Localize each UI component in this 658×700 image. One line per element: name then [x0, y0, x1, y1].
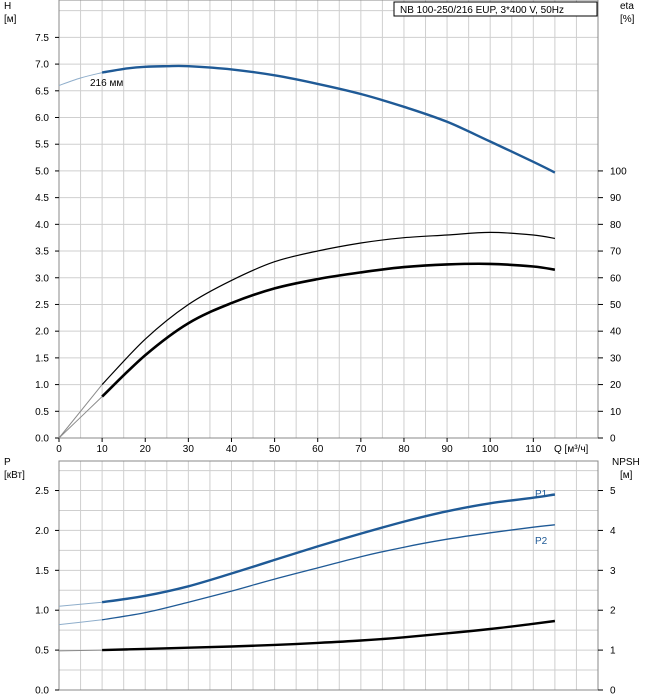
tick-label-p: 1.0 — [35, 606, 49, 617]
tick-label-eta: 40 — [610, 327, 622, 338]
tick-label-h: 7.5 — [35, 33, 49, 44]
tick-label-q: 20 — [140, 444, 152, 455]
header-box-frame — [393, 1, 598, 17]
tick-label-q: 90 — [442, 444, 454, 455]
top-right-axis-name: eta — [620, 1, 634, 12]
tick-label-h: 0.0 — [35, 434, 49, 445]
curve-eta-total — [101, 262, 556, 398]
tick-label-h: 4.5 — [35, 193, 49, 204]
tick-label-h: 5.5 — [35, 140, 49, 151]
tick-label-eta: 60 — [610, 273, 622, 284]
series-label-p2: P2 — [535, 536, 548, 547]
tick-label-npsh: 1 — [610, 646, 616, 657]
curve-eta-pump-low-flow — [58, 384, 103, 439]
tick-label-h: 5.0 — [35, 166, 49, 177]
bottom-panel-grid — [58, 460, 599, 691]
bottom-right-axis-name: NPSH — [612, 457, 640, 468]
bottom-left-axis-unit: [кВт] — [4, 470, 25, 481]
tick-label-p: 0.0 — [35, 686, 49, 697]
curve-eta-total-low-flow — [58, 396, 103, 439]
tick-label-npsh: 4 — [610, 526, 616, 537]
curve-npsh-low-flow — [58, 649, 103, 652]
tick-label-h: 1.5 — [35, 353, 49, 364]
series-label-p1: P1 — [535, 489, 548, 500]
tick-label-h: 6.5 — [35, 86, 49, 97]
tick-label-eta: 20 — [610, 380, 622, 391]
bottom-right-axis-unit: [м] — [620, 470, 633, 481]
top-left-axis-name: H — [4, 1, 11, 12]
tick-label-eta: 90 — [610, 193, 622, 204]
curve-label-216: 216 мм — [90, 78, 123, 89]
axis-tick-labels: 0.0 0.5 1.0 1.5 2.0 2.5 3.0 3.5 4.0 4.5 5.0 5.5 6.0 6… — [35, 33, 627, 697]
tick-label-h: 6.0 — [35, 113, 49, 124]
tick-label-npsh: 5 — [610, 486, 616, 497]
tick-label-h: 7.0 — [35, 60, 49, 71]
tick-label-h: 2.0 — [35, 327, 49, 338]
curve-npsh — [102, 619, 556, 652]
top-right-axis-unit: [%] — [620, 14, 635, 25]
x-axis-label: Q [м³/ч] — [554, 444, 589, 455]
tick-label-q: 70 — [355, 444, 367, 455]
top-left-axis-unit: [м] — [4, 14, 17, 25]
curve-p1-low-flow — [58, 601, 103, 607]
tick-label-h: 3.0 — [35, 273, 49, 284]
data-curves — [58, 64, 556, 652]
tick-label-q: 100 — [482, 444, 499, 455]
tick-label-q: 60 — [312, 444, 324, 455]
tick-label-eta: 50 — [610, 300, 622, 311]
tick-label-eta: 0 — [610, 434, 616, 445]
tick-label-h: 0.5 — [35, 407, 49, 418]
curve-p2 — [101, 524, 555, 621]
tick-label-p: 1.5 — [35, 566, 49, 577]
curve-h-low-flow — [58, 72, 103, 86]
top-panel-grid — [58, 0, 599, 439]
tick-label-q: 50 — [269, 444, 281, 455]
tick-label-h: 3.5 — [35, 247, 49, 258]
tick-label-eta: 80 — [610, 220, 622, 231]
tick-label-eta: 100 — [610, 166, 627, 177]
tick-label-q: 10 — [97, 444, 109, 455]
header-box-text: NB 100-250/216 EUP, 3*400 V, 50Hz — [400, 5, 564, 16]
tick-label-eta: 10 — [610, 407, 622, 418]
tick-label-eta: 30 — [610, 353, 622, 364]
tick-label-h: 4.0 — [35, 220, 49, 231]
tick-label-npsh: 0 — [610, 686, 616, 697]
bottom-panel-frame — [58, 460, 599, 691]
tick-label-p: 0.5 — [35, 646, 49, 657]
tick-label-q: 80 — [398, 444, 410, 455]
curve-p2-low-flow — [58, 619, 103, 626]
curve-p1 — [101, 493, 556, 604]
tick-label-npsh: 3 — [610, 566, 616, 577]
tick-label-q: 110 — [525, 444, 541, 455]
top-panel-frame — [58, 0, 599, 439]
bottom-left-axis-name: P — [4, 457, 11, 468]
tick-label-h: 2.5 — [35, 300, 49, 311]
curve-eta-pump — [101, 231, 555, 386]
curve-h — [101, 64, 556, 174]
tick-label-q: 40 — [226, 444, 238, 455]
tick-label-h: 1.0 — [35, 380, 49, 391]
tick-label-npsh: 2 — [610, 606, 616, 617]
tick-label-p: 2.5 — [35, 486, 49, 497]
tick-label-q: 0 — [56, 444, 62, 455]
tick-label-q: 30 — [183, 444, 195, 455]
tick-label-p: 2.0 — [35, 526, 49, 537]
tick-label-eta: 70 — [610, 247, 622, 258]
